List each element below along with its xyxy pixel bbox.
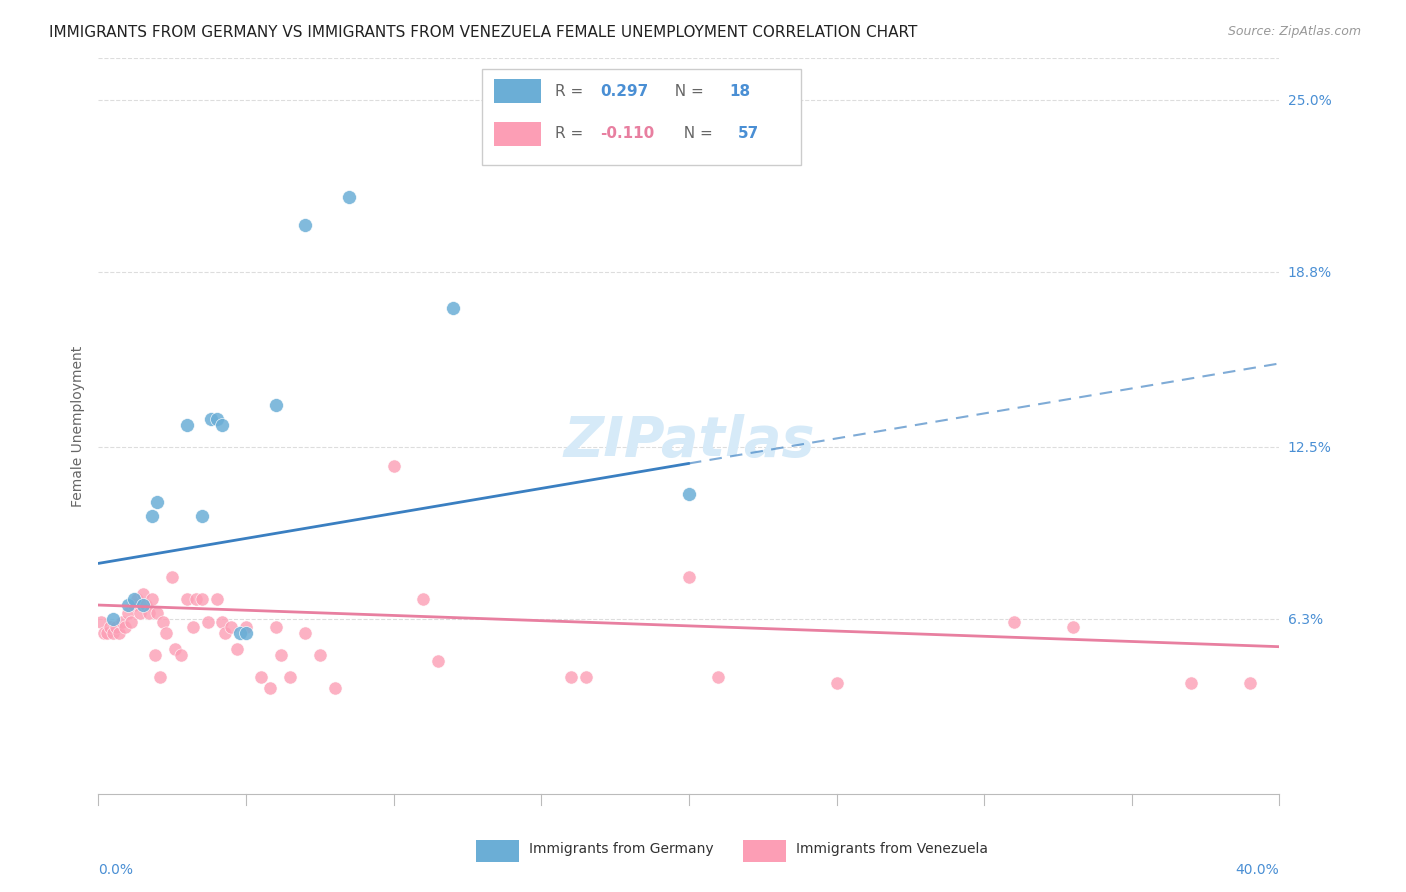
Point bbox=[184, 592, 207, 607]
Point bbox=[96, 625, 118, 640]
FancyBboxPatch shape bbox=[477, 840, 519, 863]
Point bbox=[560, 670, 582, 684]
Point bbox=[90, 615, 112, 629]
Point bbox=[149, 670, 172, 684]
Point bbox=[259, 681, 281, 696]
Text: N =: N = bbox=[673, 127, 717, 141]
Point bbox=[205, 412, 228, 426]
Text: -0.110: -0.110 bbox=[600, 127, 655, 141]
Point bbox=[141, 509, 163, 524]
Text: ZIPatlas: ZIPatlas bbox=[564, 414, 814, 467]
Point bbox=[205, 592, 228, 607]
FancyBboxPatch shape bbox=[482, 69, 801, 165]
FancyBboxPatch shape bbox=[494, 79, 541, 103]
Point bbox=[200, 412, 222, 426]
Point bbox=[339, 190, 361, 204]
Point bbox=[176, 417, 198, 432]
Point bbox=[270, 648, 292, 662]
Point bbox=[229, 625, 252, 640]
Text: R =: R = bbox=[555, 127, 589, 141]
Point bbox=[146, 607, 169, 621]
Text: 40.0%: 40.0% bbox=[1236, 863, 1279, 878]
Point bbox=[250, 670, 273, 684]
Point bbox=[235, 620, 257, 634]
Point bbox=[125, 592, 148, 607]
Point bbox=[214, 625, 236, 640]
Point bbox=[105, 620, 128, 634]
Point bbox=[191, 592, 214, 607]
Point bbox=[1062, 620, 1084, 634]
Text: 0.297: 0.297 bbox=[600, 84, 648, 99]
Point bbox=[117, 607, 139, 621]
Text: 57: 57 bbox=[737, 127, 759, 141]
Point bbox=[280, 670, 302, 684]
Text: R =: R = bbox=[555, 84, 589, 99]
Point bbox=[323, 681, 346, 696]
Point bbox=[235, 625, 257, 640]
Point bbox=[294, 625, 316, 640]
Text: Immigrants from Venezuela: Immigrants from Venezuela bbox=[796, 842, 988, 856]
Point bbox=[1239, 675, 1261, 690]
Point bbox=[181, 620, 204, 634]
Point bbox=[93, 625, 115, 640]
Point bbox=[122, 598, 145, 612]
FancyBboxPatch shape bbox=[494, 122, 541, 145]
Point bbox=[412, 592, 434, 607]
Point bbox=[122, 592, 145, 607]
Point bbox=[264, 620, 287, 634]
Point bbox=[117, 598, 139, 612]
Text: IMMIGRANTS FROM GERMANY VS IMMIGRANTS FROM VENEZUELA FEMALE UNEMPLOYMENT CORRELA: IMMIGRANTS FROM GERMANY VS IMMIGRANTS FR… bbox=[49, 25, 918, 40]
Point bbox=[138, 607, 160, 621]
Point bbox=[98, 620, 121, 634]
Point bbox=[211, 417, 233, 432]
Point bbox=[108, 625, 131, 640]
Text: 18: 18 bbox=[730, 84, 751, 99]
Point bbox=[103, 625, 125, 640]
Point bbox=[197, 615, 219, 629]
Point bbox=[120, 615, 142, 629]
Text: 0.0%: 0.0% bbox=[98, 863, 134, 878]
Point bbox=[132, 598, 155, 612]
Point bbox=[165, 642, 187, 657]
Point bbox=[1180, 675, 1202, 690]
Point bbox=[427, 654, 450, 668]
Point bbox=[128, 607, 150, 621]
Point bbox=[211, 615, 233, 629]
Point bbox=[132, 587, 155, 601]
Point bbox=[678, 487, 700, 501]
Point bbox=[114, 620, 136, 634]
Point bbox=[309, 648, 332, 662]
Point bbox=[226, 642, 249, 657]
Point bbox=[143, 648, 166, 662]
Point bbox=[825, 675, 848, 690]
Point bbox=[707, 670, 730, 684]
Point bbox=[382, 459, 405, 474]
Point bbox=[264, 398, 287, 412]
Text: Source: ZipAtlas.com: Source: ZipAtlas.com bbox=[1227, 25, 1361, 38]
Point bbox=[135, 598, 157, 612]
Point bbox=[152, 615, 174, 629]
Text: Immigrants from Germany: Immigrants from Germany bbox=[530, 842, 714, 856]
Point bbox=[141, 592, 163, 607]
Point bbox=[162, 570, 183, 584]
Text: N =: N = bbox=[665, 84, 709, 99]
Point bbox=[678, 570, 700, 584]
Point bbox=[111, 615, 134, 629]
Y-axis label: Female Unemployment: Female Unemployment bbox=[72, 345, 86, 507]
Point bbox=[170, 648, 193, 662]
Point bbox=[146, 495, 169, 509]
Point bbox=[103, 612, 125, 626]
Point bbox=[176, 592, 198, 607]
Point bbox=[441, 301, 464, 315]
FancyBboxPatch shape bbox=[744, 840, 786, 863]
Point bbox=[294, 218, 316, 232]
Point bbox=[155, 625, 177, 640]
Point bbox=[221, 620, 243, 634]
Point bbox=[1002, 615, 1025, 629]
Point bbox=[575, 670, 598, 684]
Point bbox=[191, 509, 214, 524]
